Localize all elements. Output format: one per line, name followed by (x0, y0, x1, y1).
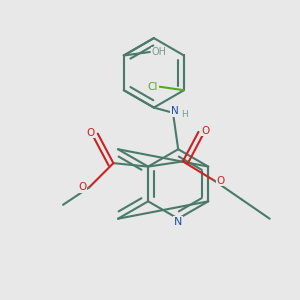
Text: OH: OH (152, 47, 166, 57)
Text: O: O (87, 128, 95, 138)
Text: H: H (181, 110, 188, 119)
Text: Cl: Cl (148, 82, 158, 92)
Text: N: N (174, 217, 182, 227)
Text: N: N (171, 106, 178, 116)
Text: O: O (79, 182, 87, 192)
Text: O: O (201, 126, 209, 136)
Text: O: O (216, 176, 225, 185)
